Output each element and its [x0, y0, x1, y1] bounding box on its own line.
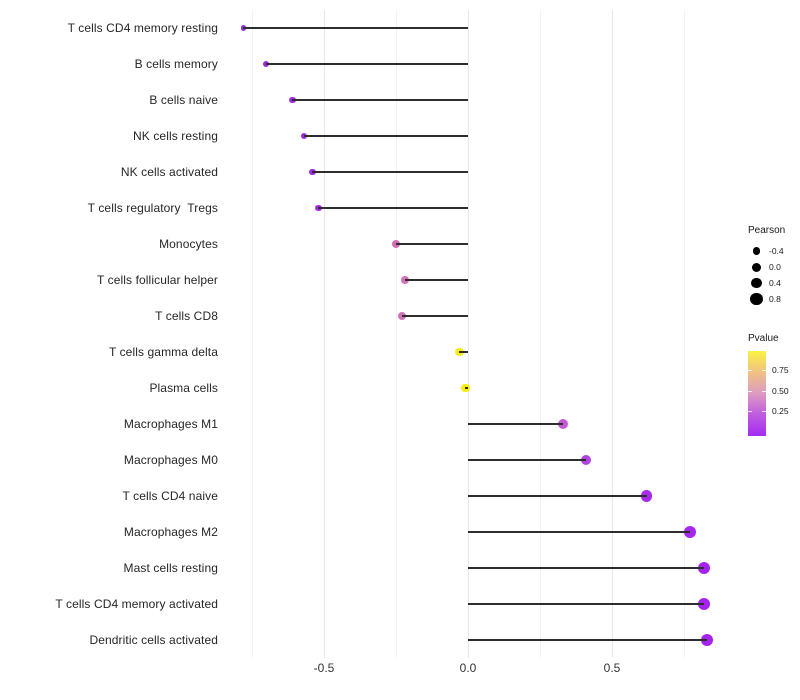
lollipop-stick: [303, 135, 468, 137]
legend-size-dot: [750, 292, 763, 306]
legend-key: [748, 277, 765, 289]
y-axis-label: Macrophages M0: [123, 453, 218, 467]
legend-entry-label: 0.8: [769, 294, 781, 304]
pvalue-tick-label: 0.25: [772, 406, 789, 416]
lollipop-dot: [392, 240, 400, 248]
lollipop-dot: [314, 204, 322, 212]
legend-size-dot: [751, 277, 762, 289]
legend-pearson-title: Pearson: [748, 225, 786, 236]
legend-key: [748, 292, 765, 306]
legend-pearson-entry: 0.0: [748, 259, 800, 275]
y-axis-labels: T cells CD4 memory resting B cells memory…: [0, 10, 218, 658]
legend-pearson-entries: -0.4 0.0 0.4 0.8: [748, 243, 800, 307]
x-axis-tick-labels: -0.5 0.0 0.5: [0, 661, 800, 679]
x-tick-label: 0.5: [603, 661, 621, 675]
legend-pearson-size: Pearson -0.4 0.0 0.4 0.8: [748, 225, 800, 307]
pvalue-tick-mark: [748, 369, 752, 371]
x-tick-label: 0.0: [459, 661, 477, 675]
lollipop-stick: [468, 495, 647, 497]
lollipop-stick: [468, 423, 564, 425]
lollipop-dot: [640, 490, 653, 502]
legend-key: [748, 247, 765, 255]
y-axis-label: B cells naive: [149, 93, 218, 107]
y-axis-label: Monocytes: [159, 237, 218, 251]
y-axis-label: Macrophages M2: [123, 525, 218, 539]
gridline-major: [323, 10, 325, 658]
lollipop-stick: [459, 351, 468, 353]
lollipop-stick: [468, 639, 708, 641]
y-axis-label: T cells CD4 naive: [122, 489, 218, 503]
legend-entry-label: -0.4: [769, 246, 784, 256]
lollipop-stick: [266, 63, 468, 65]
lollipop-dot: [700, 633, 714, 647]
gridline-minor: [395, 10, 397, 658]
y-axis-label: T cells CD8: [155, 309, 218, 323]
lollipop-dot: [263, 61, 270, 67]
lollipop-stick: [396, 243, 468, 245]
pvalue-tick-label: 0.75: [772, 365, 789, 376]
pvalue-tick-mark: [762, 390, 766, 392]
lollipop-stick: [468, 459, 587, 461]
legend-size-dot: [752, 247, 761, 255]
y-axis-label: Plasma cells: [149, 381, 218, 395]
lollipop-stick: [312, 171, 468, 173]
legend-entry-label: 0.4: [769, 278, 781, 288]
gridline-major: [611, 10, 613, 658]
pvalue-gradient-bar: [748, 351, 766, 436]
y-axis-label: T cells CD4 memory activated: [55, 597, 218, 611]
lollipop-stick: [404, 279, 468, 281]
y-axis-label: NK cells activated: [120, 165, 218, 179]
lollipop-stick: [401, 315, 468, 317]
lollipop-stick: [318, 207, 468, 209]
legend-pvalue-title: Pvalue: [748, 333, 779, 344]
legend-pearson-entry: 0.8: [748, 291, 800, 307]
lollipop-stick: [465, 387, 468, 389]
x-tick-label: -0.5: [313, 661, 335, 675]
legend-pearson-entry: 0.4: [748, 275, 800, 291]
legend-entry-label: 0.0: [769, 262, 781, 272]
y-axis-label: T cells CD4 memory resting: [67, 21, 218, 35]
gridline-minor: [251, 10, 253, 658]
lollipop-stick: [468, 531, 690, 533]
y-axis-label: NK cells resting: [133, 129, 218, 143]
legend-pvalue-colorbar: Pvalue 0.75 0.50 0.25: [748, 333, 800, 441]
lollipop-stick: [292, 99, 468, 101]
pvalue-tick-mark: [762, 410, 766, 412]
y-axis-label: Mast cells resting: [123, 561, 218, 575]
pvalue-tick-label: 0.50: [772, 386, 789, 397]
legend-key: [748, 262, 765, 272]
y-axis-label: T cells gamma delta: [108, 345, 218, 359]
lollipop-stick: [468, 567, 705, 569]
gridline-minor: [683, 10, 685, 658]
pvalue-tick-mark: [748, 390, 752, 392]
lollipop-dot: [240, 25, 247, 31]
y-axis-label: B cells memory: [134, 57, 218, 71]
plot-panel: [222, 10, 731, 658]
gridline-major: [467, 10, 469, 658]
y-axis-label: T cells follicular helper: [97, 273, 218, 287]
legend-size-dot: [752, 262, 761, 272]
y-axis-label: Macrophages M1: [123, 417, 218, 431]
legend-pearson-entry: -0.4: [748, 243, 800, 259]
y-axis-label: T cells regulatory Tregs: [87, 201, 218, 215]
gridline-minor: [539, 10, 541, 658]
pvalue-colorbar-wrap: 0.75 0.50 0.25: [748, 351, 800, 441]
lollipop-dot: [557, 418, 569, 430]
lollipop-stick: [468, 603, 705, 605]
pvalue-tick-mark: [762, 369, 766, 371]
lollipop-stick: [243, 27, 468, 29]
lollipop-dot: [454, 347, 464, 357]
pvalue-tick-mark: [748, 410, 752, 412]
y-axis-label: Dendritic cells activated: [89, 633, 218, 647]
